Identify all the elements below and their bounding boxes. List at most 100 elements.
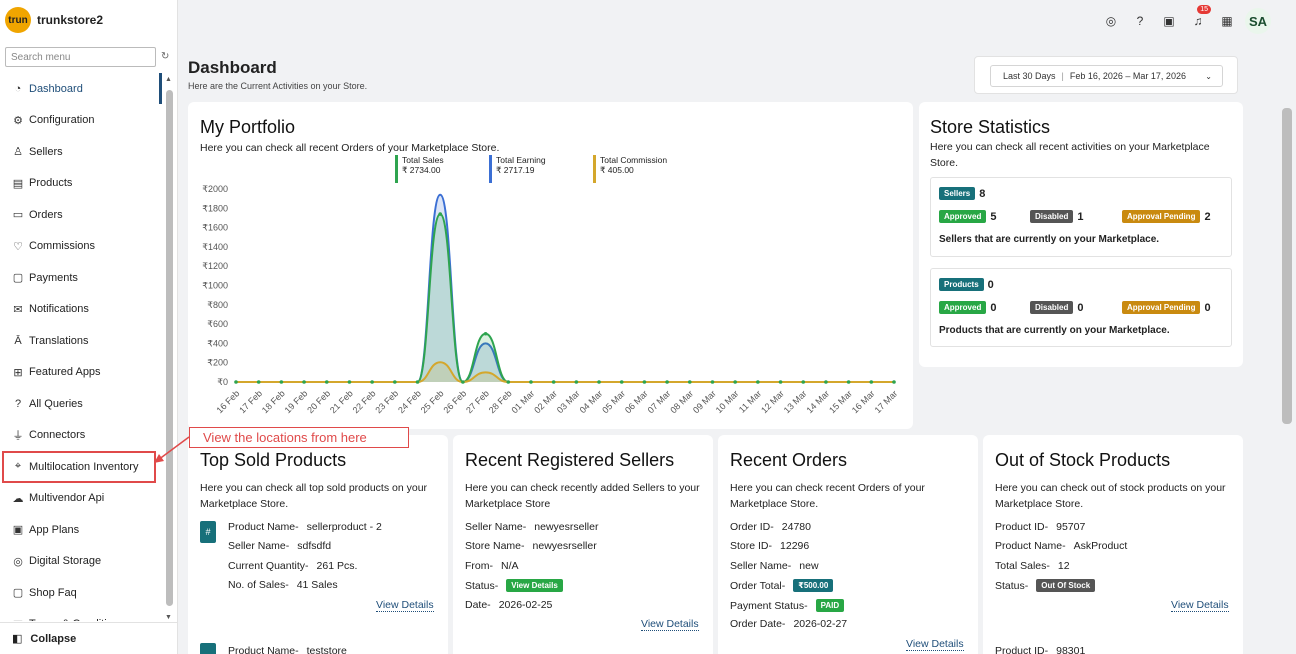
- list-item: Date- 2026-02-25: [465, 599, 552, 611]
- date-preset: Last 30 Days: [1003, 71, 1056, 81]
- data-point: [370, 380, 374, 384]
- feedback-icon[interactable]: ▣: [1163, 14, 1175, 28]
- account-icon[interactable]: ◎: [1105, 14, 1117, 28]
- x-tick-label: 28 Feb: [487, 388, 514, 415]
- recent-orders-card: Recent Orders Here you can check recent …: [718, 435, 978, 654]
- data-point: [506, 380, 511, 384]
- sidebar-item-shop-faq[interactable]: ▢ Shop Faq: [0, 577, 162, 609]
- legend-value: ₹ 2717.19: [496, 165, 535, 175]
- rank-badge: #: [200, 521, 216, 543]
- sellers-stat-box: Sellers 8 Approved 5 Disabled 1 Approval…: [930, 177, 1232, 257]
- legend-entry[interactable]: Total Sales ₹ 2734.00: [395, 155, 444, 183]
- sidebar-item-orders[interactable]: ▭ Orders: [0, 199, 162, 231]
- data-point: [324, 380, 329, 384]
- collapse-button[interactable]: ◧ Collapse: [0, 622, 178, 654]
- y-tick-label: ₹0: [217, 377, 228, 387]
- data-point: [234, 380, 238, 384]
- mail-icon: ✉: [13, 303, 23, 316]
- sidebar-item-terms-conditions[interactable]: ▤ Terms & Conditions: [0, 609, 162, 621]
- page-scroll-thumb[interactable]: [1282, 108, 1292, 424]
- x-tick-label: 18 Feb: [260, 388, 287, 415]
- sidebar-item-app-plans[interactable]: ▣ App Plans: [0, 514, 162, 546]
- sidebar-item-multivendor-api[interactable]: ☁ Multivendor Api: [0, 483, 162, 515]
- x-tick-label: 23 Feb: [373, 388, 400, 415]
- sidebar-item-digital-storage[interactable]: ◎ Digital Storage: [0, 546, 162, 578]
- refresh-icon[interactable]: ↻: [161, 51, 170, 62]
- series-area: [236, 214, 894, 382]
- sidebar-item-dashboard[interactable]: ◔ Dashboard: [0, 73, 162, 105]
- sidebar-item-connectors[interactable]: ⏚ Connectors: [0, 420, 162, 452]
- data-point: [483, 331, 488, 336]
- sidebar-scrollbar[interactable]: ▲ ▼: [164, 76, 174, 621]
- list-item: From- N/A: [465, 560, 519, 572]
- rank-badge: [200, 643, 216, 654]
- sidebar-item-configuration[interactable]: ⚙ Configuration: [0, 105, 162, 137]
- data-point: [892, 380, 896, 384]
- legend-name: Total Commission: [600, 155, 668, 165]
- products-disabled-count: 0: [1077, 301, 1084, 314]
- sidebar-item-label: All Queries: [29, 397, 83, 410]
- help-icon[interactable]: ?: [1136, 14, 1144, 28]
- x-tick-label: 26 Feb: [441, 388, 468, 415]
- sidebar-item-multilocation-inventory[interactable]: ⌖ Multilocation Inventory: [2, 451, 156, 483]
- sidebar-item-commissions[interactable]: ♡ Commissions: [0, 231, 162, 263]
- legend-entry[interactable]: Total Commission ₹ 405.00: [593, 155, 667, 183]
- view-details-link[interactable]: View Details: [906, 638, 964, 651]
- status-badge[interactable]: View Details: [506, 579, 563, 592]
- plug-icon: ⏚: [12, 430, 24, 443]
- scroll-down-icon[interactable]: ▼: [165, 614, 172, 621]
- list-item: Product Name-teststore: [228, 645, 347, 654]
- x-tick-label: 10 Mar: [714, 388, 741, 415]
- sidebar-item-featured-apps[interactable]: ⊞ Featured Apps: [0, 357, 162, 389]
- sidebar-item-translations[interactable]: Ā Translations: [0, 325, 162, 357]
- x-tick-label: 12 Mar: [759, 388, 786, 415]
- x-tick-label: 17 Feb: [237, 388, 264, 415]
- sellers-pending-count: 2: [1204, 210, 1211, 223]
- x-tick-label: 02 Mar: [532, 388, 559, 415]
- y-tick-label: ₹800: [207, 300, 228, 310]
- annotation-arrow: [154, 436, 190, 463]
- field-label: Product Name-: [228, 645, 299, 654]
- sidebar-item-payments[interactable]: ▢ Payments: [0, 262, 162, 294]
- sidebar-item-products[interactable]: ▤ Products: [0, 168, 162, 200]
- view-details-link[interactable]: View Details: [641, 618, 699, 631]
- sellers-note: Sellers that are currently on your Marke…: [939, 234, 1160, 245]
- x-tick-label: 20 Feb: [305, 388, 332, 415]
- field-label: Seller Name-: [228, 540, 290, 552]
- data-point: [665, 380, 669, 384]
- sidebar-item-label: Sellers: [29, 145, 63, 158]
- data-point: [438, 212, 443, 216]
- store-statistics-card: Store Statistics Here you can check all …: [919, 102, 1243, 367]
- list-item: Status- View Details: [465, 579, 563, 592]
- list-item: Product Name-sellerproduct - 2: [228, 521, 382, 533]
- sidebar-item-label: App Plans: [29, 523, 80, 536]
- sidebar-item-sellers[interactable]: ♙ Sellers: [0, 136, 162, 168]
- view-details-link[interactable]: View Details: [376, 599, 434, 612]
- sellers-approved-chip: Approved: [939, 210, 987, 223]
- sidebar-item-all-queries[interactable]: ? All Queries: [0, 388, 162, 420]
- x-tick-label: 27 Feb: [464, 388, 491, 415]
- data-point: [733, 380, 737, 384]
- legend-entry[interactable]: Total Earning ₹ 2717.19: [489, 155, 546, 183]
- search-menu-input[interactable]: [5, 47, 156, 67]
- date-range-text: Feb 16, 2026 – Mar 17, 2026: [1069, 71, 1186, 81]
- sidebar-scroll-thumb[interactable]: [166, 90, 173, 606]
- series-line: [236, 213, 894, 384]
- sidebar-item-notifications[interactable]: ✉ Notifications: [0, 294, 162, 326]
- view-details-link[interactable]: View Details: [1171, 599, 1229, 612]
- field-value: 2026-02-25: [498, 599, 553, 611]
- scroll-up-icon[interactable]: ▲: [165, 76, 172, 83]
- avatar[interactable]: SA: [1245, 8, 1271, 34]
- y-tick-label: ₹1200: [202, 261, 228, 271]
- x-tick-label: 21 Feb: [328, 388, 355, 415]
- file-icon: ▭: [12, 209, 24, 222]
- store-icon[interactable]: ▦: [1221, 14, 1233, 28]
- date-range-picker[interactable]: Last 30 Days | Feb 16, 2026 – Mar 17, 20…: [990, 65, 1223, 87]
- data-point: [756, 380, 760, 384]
- sellers-approved-count: 5: [990, 210, 997, 223]
- brand[interactable]: trun trunkstore2: [5, 7, 103, 33]
- field-value: 2026-02-27: [793, 618, 848, 630]
- bell-icon[interactable]: ♫ 15: [1187, 5, 1211, 32]
- doc-icon: ▤: [12, 618, 24, 621]
- gauge-icon: ◔: [14, 82, 22, 95]
